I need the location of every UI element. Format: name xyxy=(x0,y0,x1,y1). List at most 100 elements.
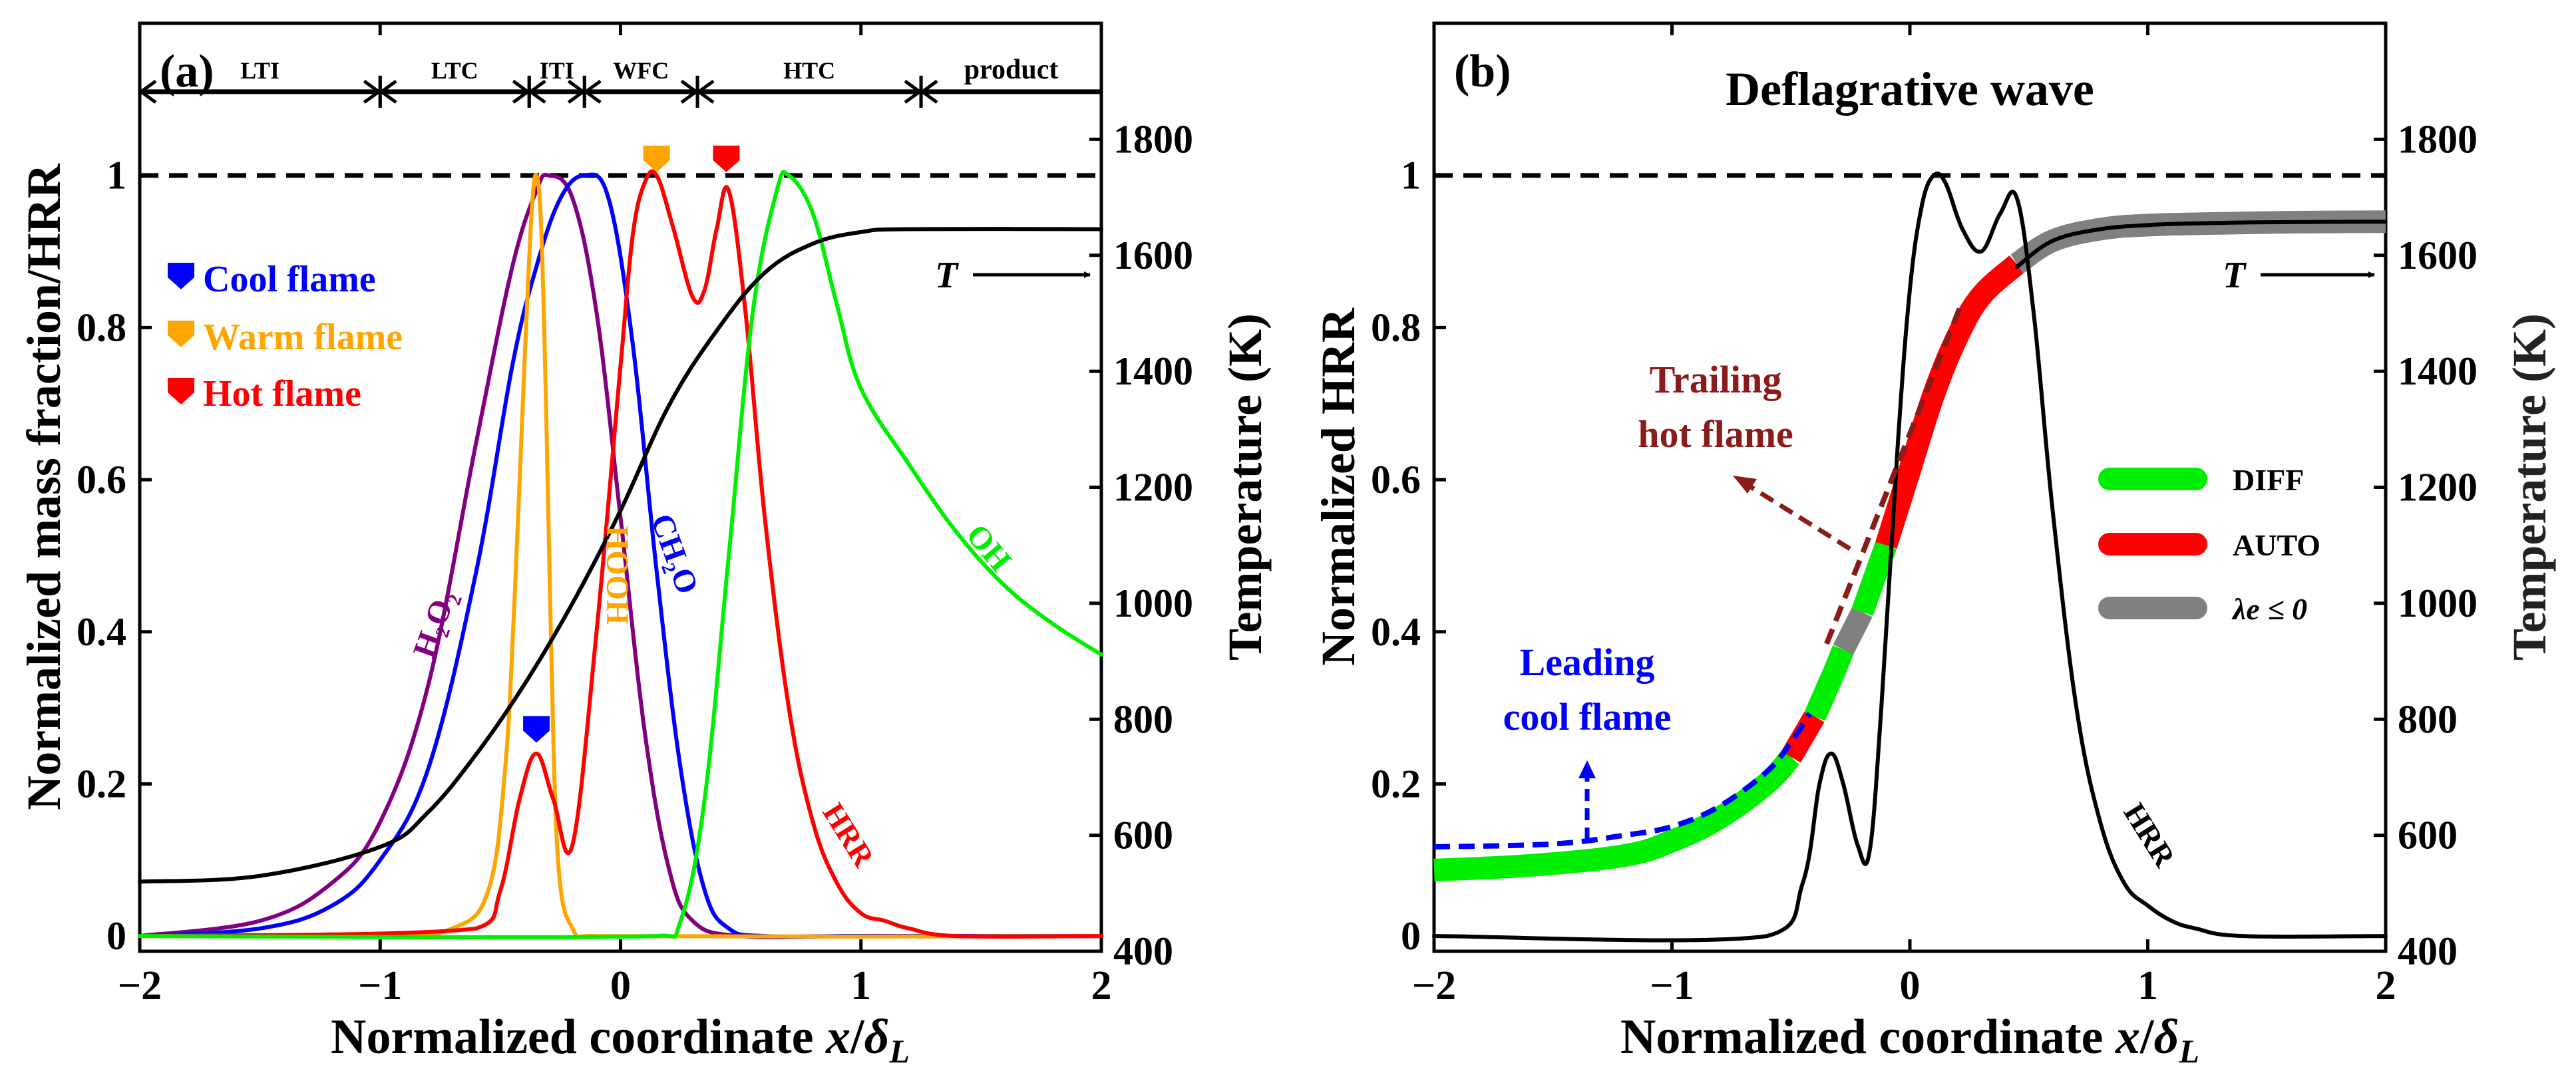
panel-b-series xyxy=(1432,171,2388,943)
a-ytick-label: 1 xyxy=(106,154,126,198)
panel-a: −2 −1 0 1 200.20.40.60.814006008001000120014… xyxy=(17,21,1272,1070)
region-label-wfc: WFC xyxy=(613,57,669,84)
panel-a-legend: Cool flame Warm flame Hot flame xyxy=(168,259,403,414)
a-ytick-label: 0.2 xyxy=(77,762,126,806)
b-temperature-segment-diff xyxy=(1433,749,1800,881)
panel-b: −2 −1 0 1 200.20.40.60.814006008001000120014… xyxy=(1312,21,2556,1070)
b-ytick-label: 1 xyxy=(1401,154,1421,198)
a-y2tick-label: 1200 xyxy=(1113,466,1193,510)
label-oh: OH xyxy=(960,518,1019,578)
region-arrow-right xyxy=(680,79,697,104)
b-temperature-segment--e-0 xyxy=(2010,210,2386,274)
arrow-trailing-head xyxy=(1733,476,1757,494)
region-arrow-right xyxy=(567,79,584,104)
b-xtick-label: 1 xyxy=(2137,963,2158,1008)
legend-label-auto: AUTO xyxy=(2233,528,2320,562)
b-xtick-label: 2 xyxy=(2376,963,2396,1008)
b-xtick-label: −2 xyxy=(1412,963,1456,1008)
xlabel-a: Normalized coordinate x/δL xyxy=(331,1010,910,1070)
b-ytick-label: 0.8 xyxy=(1371,305,1421,349)
label-t-a: T xyxy=(935,255,960,296)
label-h2o2: H₂O₂ xyxy=(407,585,463,662)
b-series-hrr xyxy=(1432,171,2388,943)
region-arrow-left xyxy=(584,79,602,104)
b-y2tick-label: 1600 xyxy=(2398,233,2478,277)
a-y2tick-label: 1000 xyxy=(1113,581,1193,625)
a-y2tick-label: 1600 xyxy=(1113,233,1193,277)
ylabel-a: Normalized mass fraction/HRR xyxy=(17,163,71,810)
b-ytick-label: 0.4 xyxy=(1371,610,1421,654)
a-series-hrr xyxy=(138,169,1103,939)
panel-b-legend: DIFF AUTO λe ≤ 0 xyxy=(2098,463,2320,626)
label-hrr-b: HRR xyxy=(2117,797,2183,873)
b-y2tick-label: 1800 xyxy=(2398,117,2478,161)
a-xtick-label: −1 xyxy=(358,963,402,1008)
label-trailing: Trailing xyxy=(1650,358,1782,401)
legend-marker-cool xyxy=(168,263,194,289)
region-arrow-left xyxy=(697,79,715,104)
b-ytick-label: 0.2 xyxy=(1371,762,1421,806)
a-series-h2o2 xyxy=(138,172,1103,939)
b-temperature-segment-diff xyxy=(1851,541,1897,616)
a-y2tick-label: 800 xyxy=(1113,697,1173,741)
region-label-product: product xyxy=(964,55,1059,85)
b-series-leading-cool-flame-guide xyxy=(1433,712,1813,850)
region-arrow-right xyxy=(904,79,921,104)
a-y2tick-label: 400 xyxy=(1113,929,1173,973)
panel-a-series xyxy=(138,169,1103,939)
flame-marker-2 xyxy=(713,145,740,172)
a-y2tick-label: 1800 xyxy=(1113,117,1193,161)
legend-label-warm: Warm flame xyxy=(203,317,403,358)
a-xtick-label: 0 xyxy=(610,963,631,1008)
a-xtick-label: 1 xyxy=(850,963,871,1008)
b-y2tick-label: 400 xyxy=(2398,929,2458,973)
region-label-lti: LTI xyxy=(240,57,279,84)
region-arrow-right xyxy=(363,79,380,104)
b-series-t-thin xyxy=(2014,220,2388,269)
y2label-a: Temperature (K) xyxy=(1218,313,1272,661)
label-hooh: HOOH xyxy=(600,526,635,625)
region-arrow-left xyxy=(380,79,397,104)
label-cool-flame: cool flame xyxy=(1503,695,1672,738)
arrow-trailing xyxy=(1739,478,1851,551)
panel-b-title: Deflagrative wave xyxy=(1726,63,2094,116)
a-ytick-label: 0.6 xyxy=(77,458,126,502)
panel-a-label: (a) xyxy=(160,46,214,97)
panel-a-frame xyxy=(138,21,1103,953)
b-series-trailing-hot-flame-guide xyxy=(1824,301,1965,645)
ylabel-b: Normalized HRR xyxy=(1312,307,1365,666)
panel-b-label: (b) xyxy=(1454,46,1511,97)
label-leading: Leading xyxy=(1519,641,1654,684)
panel-a-ticks: −2 −1 0 1 200.20.40.60.814006008001000120014… xyxy=(77,23,1193,1008)
b-y2tick-label: 1400 xyxy=(2398,349,2478,393)
b-ytick-label: 0 xyxy=(1401,914,1421,958)
legend-label-lambda: λe ≤ 0 xyxy=(2231,592,2307,626)
legend-label-diff: DIFF xyxy=(2233,463,2304,497)
a-ytick-label: 0.8 xyxy=(77,305,126,349)
b-temperature-segment-diff xyxy=(1804,645,1854,721)
flame-marker-0 xyxy=(523,716,550,743)
a-xtick-label: 2 xyxy=(1091,963,1112,1008)
b-y2tick-label: 1000 xyxy=(2398,581,2478,625)
panel-a-markers xyxy=(523,145,740,743)
b-y2tick-label: 1200 xyxy=(2398,466,2478,510)
b-ytick-label: 0.6 xyxy=(1371,458,1421,502)
region-label-htc: HTC xyxy=(783,57,835,84)
b-xtick-label: −1 xyxy=(1650,963,1694,1008)
b-y2tick-label: 600 xyxy=(2398,814,2458,857)
y2label-b: Temperature (K) xyxy=(2503,313,2556,661)
xlabel-b: Normalized coordinate x/δL xyxy=(1620,1010,2199,1070)
a-y2tick-label: 1400 xyxy=(1113,349,1193,393)
legend-label-cool: Cool flame xyxy=(203,259,376,300)
arrow-leading-head xyxy=(1578,760,1596,778)
a-ytick-label: 0.4 xyxy=(77,610,126,654)
region-arrow-left xyxy=(921,79,938,104)
label-hot-flame: hot flame xyxy=(1638,412,1793,456)
region-arrow-left xyxy=(529,79,546,104)
legend-marker-hot xyxy=(168,378,194,404)
region-label-iti: ITI xyxy=(540,57,574,84)
panel-b-ticks: −2 −1 0 1 200.20.40.60.814006008001000120014… xyxy=(1371,23,2478,1008)
b-xtick-label: 0 xyxy=(1900,963,1921,1008)
legend-label-hot: Hot flame xyxy=(203,373,361,414)
panel-a-region-bar: LTI LTC ITI WFC HTC product xyxy=(140,55,1101,108)
